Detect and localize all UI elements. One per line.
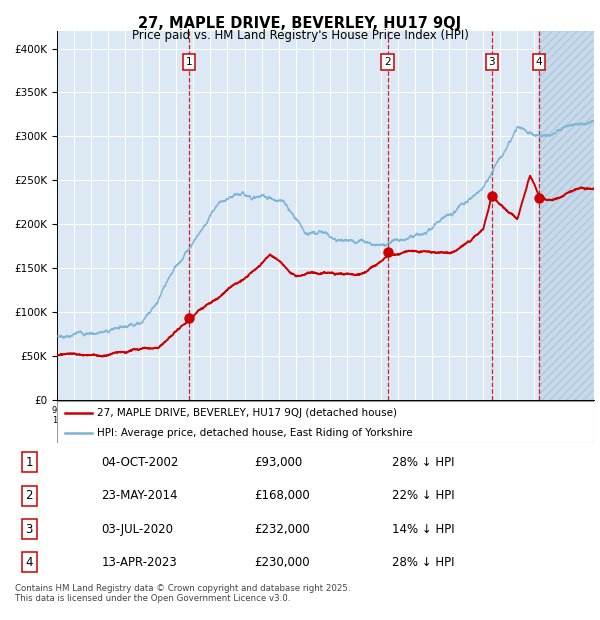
Text: HPI: Average price, detached house, East Riding of Yorkshire: HPI: Average price, detached house, East… <box>97 428 413 438</box>
Text: £230,000: £230,000 <box>254 556 310 569</box>
Text: 28% ↓ HPI: 28% ↓ HPI <box>392 456 455 469</box>
Text: 13-APR-2023: 13-APR-2023 <box>101 556 177 569</box>
Text: 28% ↓ HPI: 28% ↓ HPI <box>392 556 455 569</box>
Text: 04-OCT-2002: 04-OCT-2002 <box>101 456 179 469</box>
Text: 1: 1 <box>26 456 33 469</box>
Text: 27, MAPLE DRIVE, BEVERLEY, HU17 9QJ (detached house): 27, MAPLE DRIVE, BEVERLEY, HU17 9QJ (det… <box>97 408 397 418</box>
Text: 2: 2 <box>384 58 391 68</box>
Text: 4: 4 <box>26 556 33 569</box>
Text: 3: 3 <box>488 58 495 68</box>
Text: £232,000: £232,000 <box>254 523 310 536</box>
Text: 03-JUL-2020: 03-JUL-2020 <box>101 523 173 536</box>
Text: 22% ↓ HPI: 22% ↓ HPI <box>392 489 455 502</box>
Text: £168,000: £168,000 <box>254 489 310 502</box>
Text: £93,000: £93,000 <box>254 456 302 469</box>
Text: Price paid vs. HM Land Registry's House Price Index (HPI): Price paid vs. HM Land Registry's House … <box>131 29 469 42</box>
Text: 14% ↓ HPI: 14% ↓ HPI <box>392 523 455 536</box>
Text: 2: 2 <box>26 489 33 502</box>
Text: Contains HM Land Registry data © Crown copyright and database right 2025.
This d: Contains HM Land Registry data © Crown c… <box>15 584 350 603</box>
Text: 3: 3 <box>26 523 33 536</box>
Text: 1: 1 <box>186 58 193 68</box>
Text: 23-MAY-2014: 23-MAY-2014 <box>101 489 178 502</box>
Text: 4: 4 <box>536 58 542 68</box>
Bar <box>539 31 600 400</box>
Text: 27, MAPLE DRIVE, BEVERLEY, HU17 9QJ: 27, MAPLE DRIVE, BEVERLEY, HU17 9QJ <box>139 16 461 31</box>
